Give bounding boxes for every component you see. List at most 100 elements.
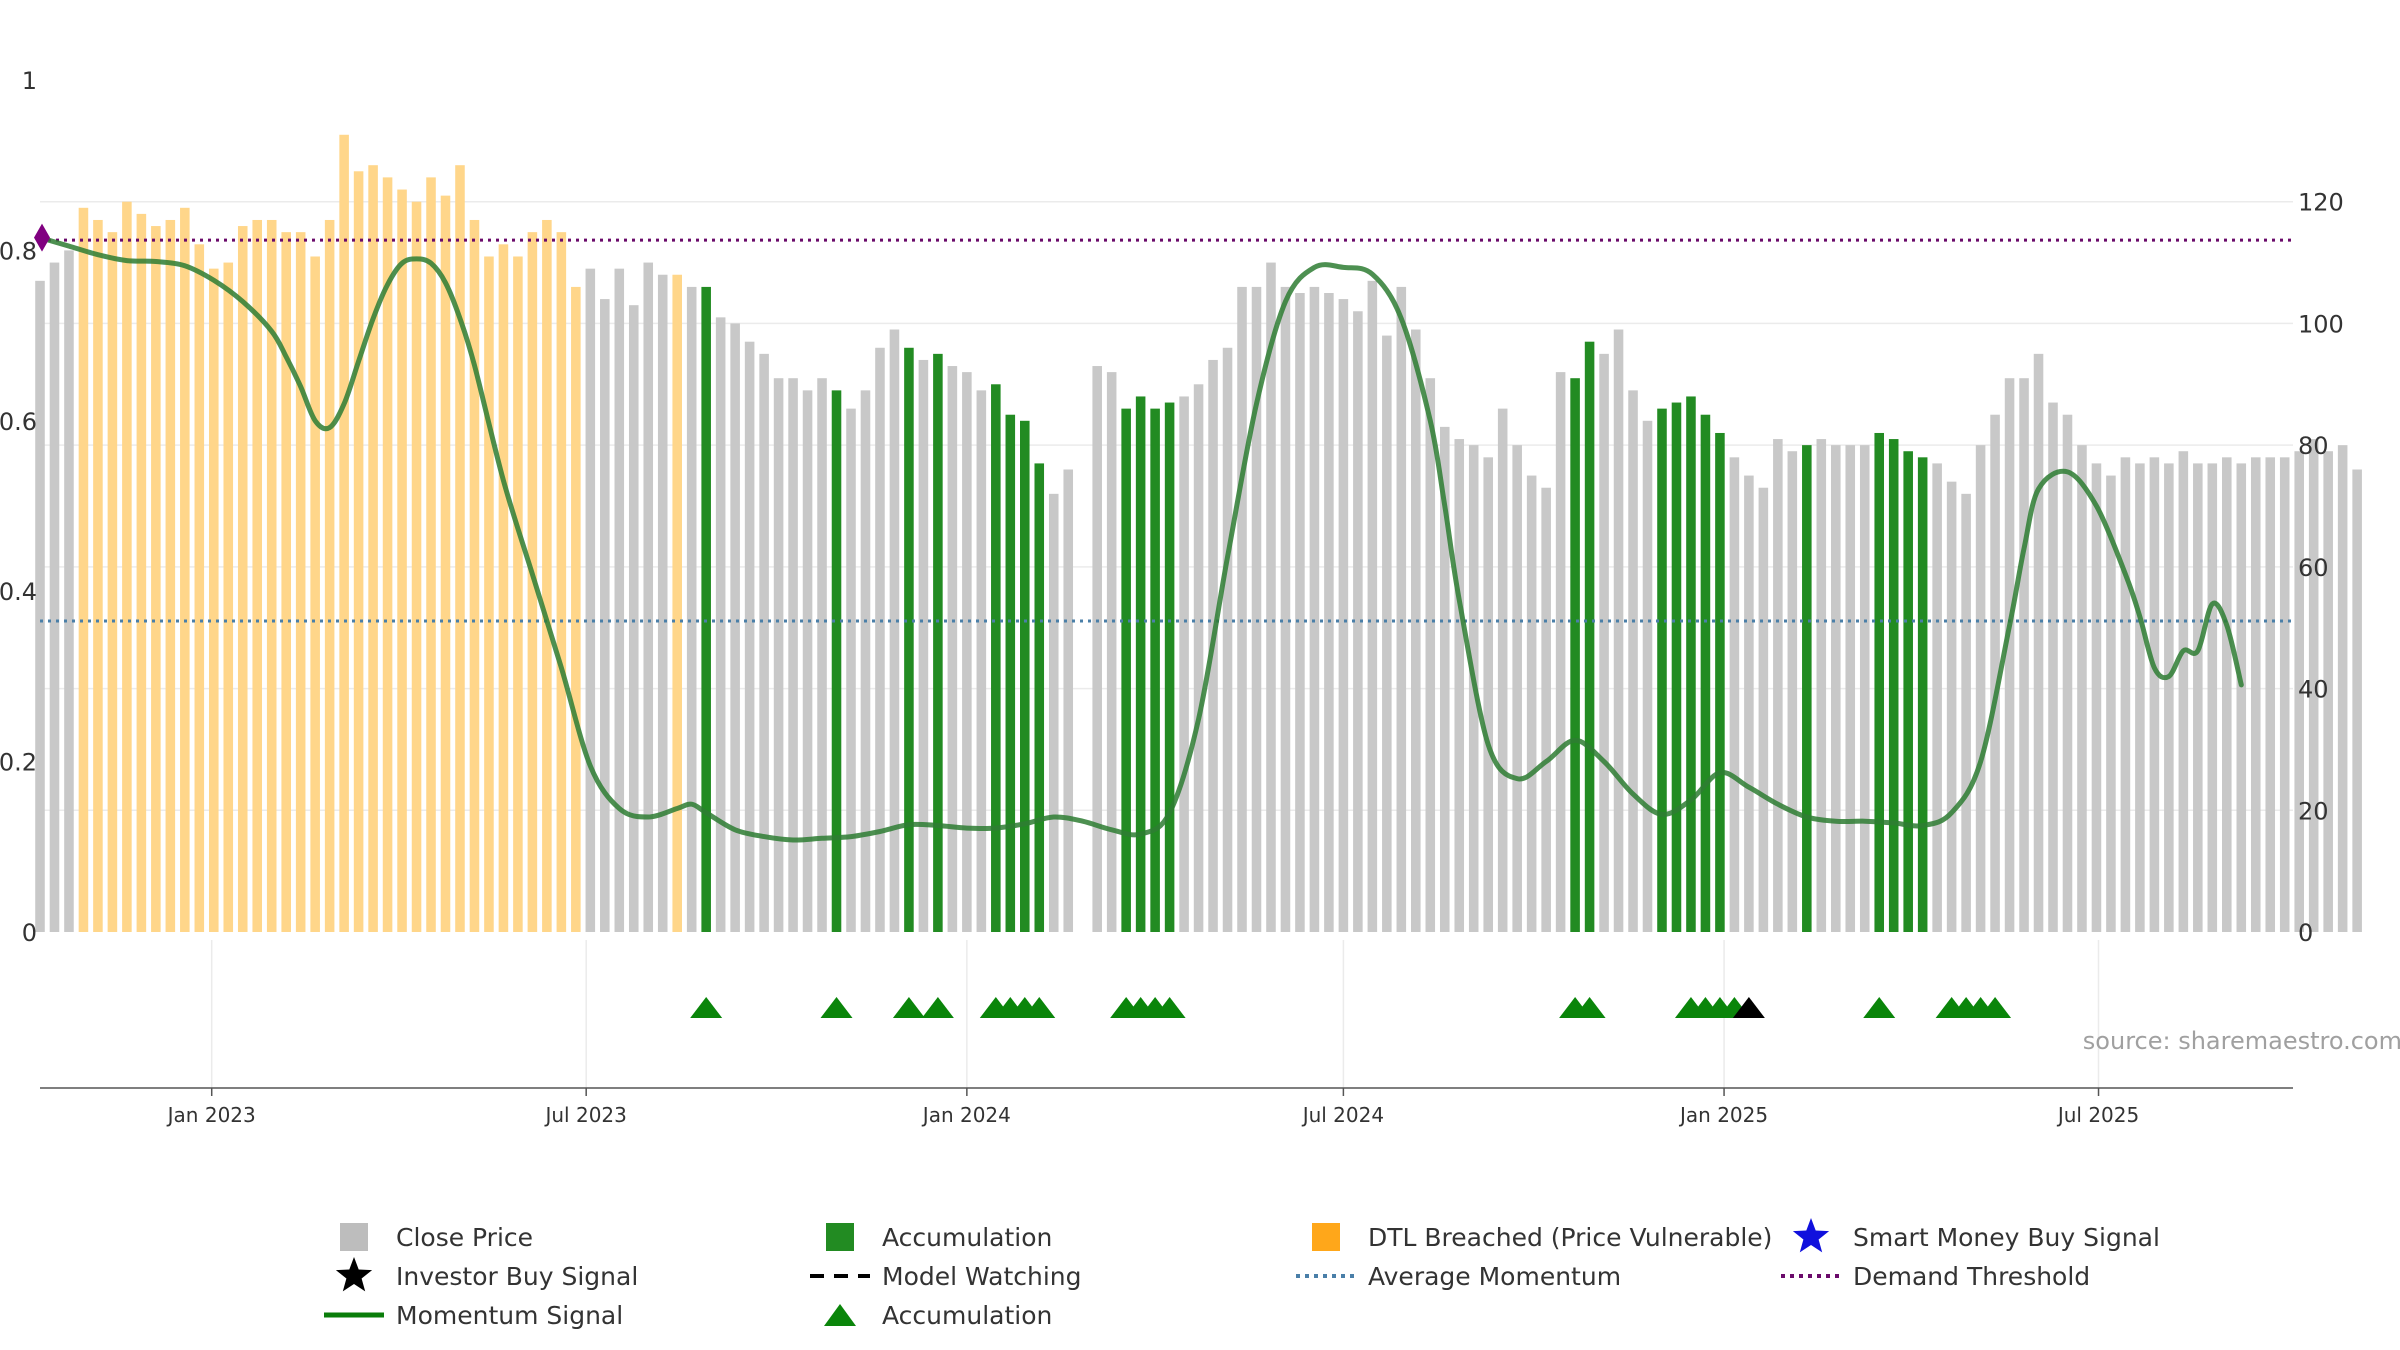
close-price-bar	[889, 329, 900, 932]
close-price-bar	[2135, 463, 2145, 932]
momentum-signal-path	[37, 235, 2244, 843]
dtl-breached-bar	[672, 274, 682, 932]
accumulation-signal-triangle	[820, 997, 853, 1018]
close-price-bar	[1063, 469, 1074, 932]
accumulation-signal-triangle	[1979, 997, 2012, 1018]
dtl-breached-bar	[513, 256, 523, 932]
legend-label: Average Momentum	[1368, 1262, 1621, 1291]
close-price-bar	[1309, 286, 1320, 932]
accumulation-bar	[1570, 378, 1580, 932]
accumulation-bar	[701, 286, 711, 932]
close-price-bar	[1541, 487, 1551, 932]
right-tick-label: 60	[2298, 554, 2329, 582]
x-tick-label: Jan 2025	[1678, 1103, 1768, 1127]
close-price-bar	[1439, 426, 1450, 932]
close-price-bar	[2106, 475, 2116, 932]
legend-label: Accumulation	[882, 1301, 1052, 1330]
close-price-bar	[628, 305, 639, 933]
close-price-bar	[2091, 463, 2102, 932]
legend-item: Smart Money Buy Signal	[1853, 1223, 2160, 1252]
close-price-bar	[2265, 457, 2276, 932]
close-price-bar	[1744, 475, 1754, 932]
right-tick-label: 40	[2298, 676, 2329, 704]
dtl-breached-bar	[223, 262, 234, 933]
dtl-breached-bar	[194, 244, 205, 933]
dtl-breached-bar	[266, 219, 277, 932]
close-price-bar	[875, 347, 885, 932]
dtl-breached-bar	[440, 195, 451, 933]
close-price-bar	[1425, 378, 1436, 932]
legend-label: Model Watching	[882, 1262, 1082, 1291]
close-price-bar	[614, 268, 625, 933]
close-price-bar	[715, 317, 726, 932]
legend-label: Momentum Signal	[396, 1301, 623, 1330]
close-price-bar	[1295, 293, 1305, 932]
accumulation-bar	[1686, 396, 1696, 932]
dtl-breached-bar	[209, 268, 219, 933]
close-price-bar	[1280, 286, 1291, 932]
legend-label: Smart Money Buy Signal	[1853, 1223, 2160, 1252]
close-price-bar	[2019, 378, 2029, 932]
close-price-bar	[1613, 329, 1624, 932]
legend-star-icon	[335, 1257, 373, 1292]
x-tick-label: Jul 2024	[1301, 1103, 1384, 1127]
accumulation-bar	[831, 390, 842, 932]
legend-item: Close Price	[340, 1223, 533, 1252]
left-tick-label: 0	[22, 919, 37, 947]
close-price-bar	[49, 262, 60, 933]
close-price-bar	[643, 262, 654, 933]
legend-square-icon	[826, 1223, 854, 1251]
close-price-bar	[2250, 457, 2261, 932]
accumulation-bar	[1671, 402, 1682, 932]
left-tick-label: 0.4	[0, 578, 37, 606]
close-price-bar	[2048, 402, 2058, 932]
accumulation-signal-triangle	[892, 997, 925, 1018]
accumulation-bar	[1121, 408, 1131, 933]
legend-item: Momentum Signal	[324, 1301, 623, 1330]
dtl-breached-bar	[498, 244, 509, 933]
dtl-breached-bar	[93, 219, 103, 932]
accumulation-bar	[1164, 402, 1175, 932]
close-price-bar	[1642, 420, 1653, 932]
close-price-bar	[1367, 280, 1378, 932]
close-price-bar	[2308, 439, 2319, 932]
accumulation-bar	[1903, 451, 1913, 932]
start-diamond-marker	[34, 223, 50, 252]
close-price-bar	[1961, 493, 1971, 932]
close-price-bar	[976, 390, 987, 932]
accumulation-signal-triangle	[1023, 997, 1056, 1018]
close-price-bar	[1831, 445, 1841, 932]
legend: Close Price Accumulation DTL Breached (Pri…	[324, 1218, 2160, 1330]
dtl-breached-bar	[411, 201, 422, 932]
left-tick-label: 1	[22, 67, 37, 95]
accumulation-signal-triangle	[690, 997, 723, 1018]
close-price-bar	[1483, 457, 1493, 932]
accumulation-bar	[1715, 432, 1725, 932]
close-price-bar	[657, 274, 668, 932]
dtl-breached-bar	[151, 226, 161, 933]
legend-triangle-icon	[824, 1304, 856, 1326]
close-price-bar	[585, 268, 596, 933]
close-price-bar	[2077, 445, 2087, 932]
close-price-bar	[2352, 469, 2362, 932]
dtl-breached-bar	[353, 171, 364, 933]
dtl-breached-bar	[107, 232, 118, 933]
legend-label: Demand Threshold	[1853, 1262, 2090, 1291]
legend-label: Close Price	[396, 1223, 533, 1252]
close-price-bar	[1990, 414, 2000, 932]
legend-label: Investor Buy Signal	[396, 1262, 638, 1291]
close-price-bar	[1251, 286, 1262, 932]
close-price-bar	[1454, 439, 1465, 932]
dtl-breached-bar	[237, 226, 248, 933]
close-price-bar	[1859, 445, 1870, 932]
close-price-bar	[1555, 372, 1566, 933]
close-price-bar	[2149, 457, 2160, 932]
close-price-bar	[947, 366, 958, 932]
accumulation-signal-triangle	[1863, 997, 1896, 1018]
x-tick-label: Jan 2024	[921, 1103, 1011, 1127]
accumulation-bar	[1005, 414, 1016, 932]
dtl-breached-bar	[295, 232, 306, 933]
accumulation-bar	[1150, 408, 1160, 933]
close-price-bar	[1353, 311, 1363, 932]
close-price-bar	[1497, 408, 1508, 933]
